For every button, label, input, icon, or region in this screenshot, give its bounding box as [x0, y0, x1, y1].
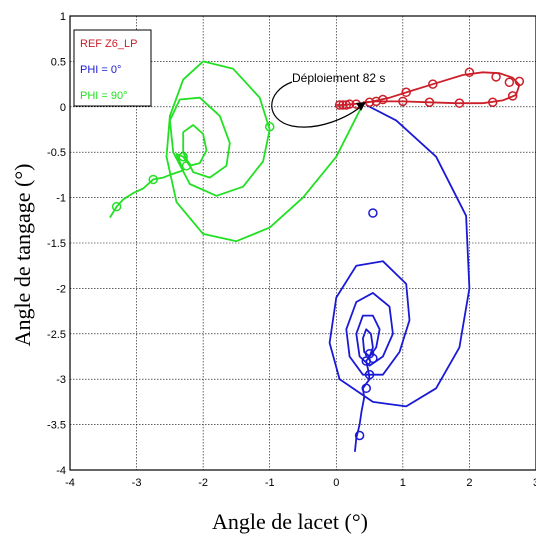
legend: REF Z6_LP PHI = 0° PHI = 90° — [73, 29, 152, 107]
series-marker — [368, 353, 378, 364]
y-tick-label: -0.5 — [47, 147, 66, 159]
annotation-arrow — [271, 81, 365, 128]
x-tick-label: 3 — [533, 477, 536, 489]
plot-frame — [69, 15, 536, 471]
y-tick-label: -3 — [56, 374, 66, 386]
series-line — [109, 60, 364, 243]
series-marker — [361, 383, 371, 394]
series-marker — [111, 201, 122, 212]
annotation-arrowhead — [356, 102, 366, 111]
y-tick-label: 0 — [60, 102, 66, 114]
x-tick-label: -3 — [132, 477, 142, 489]
x-axis-title: Angle de lacet (°) — [212, 509, 368, 534]
series-marker — [378, 94, 388, 105]
y-tick-label: 0.5 — [51, 56, 66, 68]
series-marker — [514, 76, 525, 87]
series-marker — [264, 122, 275, 132]
series-marker — [148, 174, 158, 185]
x-tick-label: 0 — [333, 477, 339, 489]
series-line — [328, 104, 471, 452]
x-tick-label: -2 — [198, 477, 208, 489]
series-marker — [354, 430, 365, 441]
legend-box — [73, 29, 152, 107]
series-marker — [507, 91, 518, 101]
ticks: -4 -3 -2 -1 0 1 2 3 1 0.5 0 -0.5 -1 -1.5 -2 -2.5 -3 -3.5 -… — [47, 11, 536, 489]
series-marker — [464, 67, 475, 78]
y-tick-label: -4 — [56, 465, 66, 477]
y-tick-label: -1 — [56, 193, 66, 205]
series-marker — [454, 98, 465, 108]
series-layer — [109, 60, 525, 452]
y-tick-label: -2 — [56, 283, 66, 295]
series-marker — [401, 87, 411, 98]
series-marker — [398, 96, 408, 107]
series-marker — [424, 97, 435, 108]
x-tick-label: 2 — [466, 477, 472, 489]
legend-label-phi-0: PHI = 0° — [80, 64, 121, 76]
y-tick-label: -2.5 — [47, 329, 66, 341]
y-tick-label: 1 — [60, 11, 66, 23]
legend-label-phi-90: PHI = 90° — [80, 90, 128, 102]
legend-label-ref-z6-lp: REF Z6_LP — [80, 38, 137, 50]
series-marker — [181, 161, 192, 171]
series-marker — [428, 79, 438, 89]
series-marker — [178, 151, 188, 162]
annotation-text: Déploiement 82 s — [292, 71, 385, 85]
series-marker — [504, 77, 515, 88]
x-tick-label: 1 — [400, 477, 406, 489]
series-marker — [344, 99, 355, 109]
series-marker — [487, 97, 498, 108]
series-marker — [371, 96, 381, 107]
series-marker — [338, 100, 348, 110]
x-tick-label: -4 — [65, 477, 75, 489]
y-tick-label: -1.5 — [47, 238, 66, 250]
series-marker — [364, 369, 375, 380]
x-tick-label: -1 — [265, 477, 275, 489]
series-marker — [334, 100, 345, 110]
annotation: Déploiement 82 s — [271, 71, 385, 128]
y-tick-label: -3.5 — [47, 420, 66, 432]
y-axis-title: Angle de tangage (°) — [10, 164, 35, 347]
series-marker — [368, 208, 378, 218]
series-marker — [491, 72, 501, 82]
